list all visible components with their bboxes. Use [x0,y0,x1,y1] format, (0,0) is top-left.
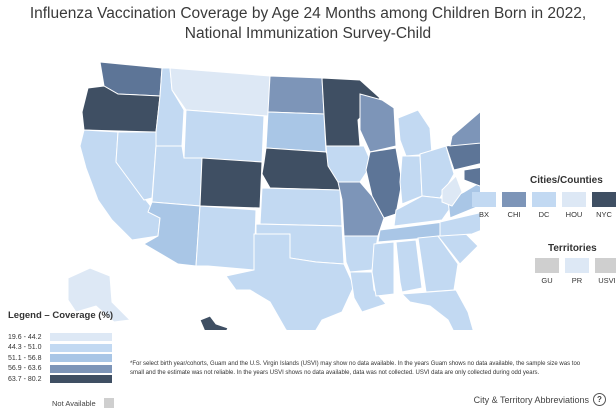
city-label: NYC [596,210,612,219]
city-label: BX [478,210,489,219]
abbreviations-label[interactable]: City & Territory Abbreviations [473,394,589,405]
state-sd[interactable] [265,111,327,153]
state-mt[interactable] [169,67,271,117]
state-ar[interactable] [343,235,379,273]
legend-swatch [50,333,112,342]
legend-label: 51.1 - 56.8 [8,354,42,362]
legend-row: 19.6 - 44.2 [8,332,112,343]
legend-row: 44.3 - 51.0 [8,343,112,354]
city-swatch[interactable] [502,192,526,207]
state-nc[interactable] [439,210,480,237]
city-label: HOU [565,210,583,219]
legend-label: 44.3 - 51.0 [8,344,42,352]
city-chi[interactable]: CHI [502,192,526,219]
legend-label: 63.7 - 80.2 [8,375,42,383]
state-wy[interactable] [183,109,265,163]
state-ks[interactable] [259,187,343,227]
city-label: CHI [507,210,521,219]
state-fl[interactable] [400,289,476,330]
not-available-label: Not Available [52,398,96,408]
state-il[interactable] [365,147,403,219]
territory-label: USVI [598,276,616,285]
city-swatch[interactable] [472,192,496,207]
legend-row: 63.7 - 80.2 [8,374,112,385]
city-swatch[interactable] [592,192,616,207]
city-label: DC [538,210,550,219]
territories-panel-title: Territories [548,243,597,254]
not-available-swatch [103,398,114,408]
city-dc[interactable]: DC [532,192,556,219]
state-nm[interactable] [195,205,257,271]
cities-swatches: BXCHIDCHOUNYCPHI [472,192,616,219]
territory-swatch[interactable] [595,258,616,273]
title-line-1: Influenza Vaccination Coverage by Age 24… [29,5,587,22]
state-wv[interactable] [441,175,463,207]
footnote: *For select birth year/cohorts, Guam and… [130,361,581,376]
territory-pr[interactable]: PR [565,258,589,285]
state-in[interactable] [399,155,423,205]
city-hou[interactable]: HOU [562,192,586,219]
help-icon[interactable]: ? [593,393,606,406]
state-ga[interactable] [417,235,459,293]
state-hi[interactable] [199,315,229,330]
state-ny[interactable] [449,104,480,147]
territories-swatches: GU PR USVI [535,258,616,285]
state-wi[interactable] [359,93,397,153]
legend-swatch [50,364,112,373]
coverage-legend: 19.6 - 44.2 44.3 - 51.0 51.1 - 56.8 56.9 - … [8,332,112,385]
state-ms[interactable] [371,241,395,297]
territory-label: PR [571,276,583,285]
legend-swatch [50,343,112,352]
title-line-2: National Immunization Survey-Child [184,25,432,42]
city-swatch[interactable] [562,192,586,207]
state-nd[interactable] [267,75,325,115]
cities-panel-title: Cities/Counties [530,175,603,186]
territory-swatch[interactable] [565,258,589,273]
legend-label: 19.6 - 44.2 [8,333,42,341]
legend-swatch [50,354,112,363]
city-nyc[interactable]: NYC [592,192,616,219]
legend-row: 56.9 - 63.6 [8,364,112,375]
territory-label: GU [541,276,553,285]
legend-title: Legend – Coverage (%) [8,310,114,321]
us-choropleth-map [67,61,480,330]
state-ak[interactable] [67,267,132,323]
legend-row: 51.1 - 56.8 [8,353,112,364]
state-mo[interactable] [337,181,385,237]
city-swatch[interactable] [532,192,556,207]
state-co[interactable] [199,157,263,209]
abbreviations-link[interactable]: City & Territory Abbreviations ? [474,393,606,406]
city-bx[interactable]: BX [472,192,496,219]
map-title: Influenza Vaccination Coverage by Age 24… [0,4,616,44]
state-md[interactable] [463,166,480,187]
legend-not-available: Not Available [52,398,114,408]
legend-label: 56.9 - 63.6 [8,365,42,373]
territory-swatch[interactable] [535,258,559,273]
territory-usvi[interactable]: USVI [595,258,616,285]
territory-gu[interactable]: GU [535,258,559,285]
legend-swatch [50,375,112,384]
state-tx[interactable] [225,233,355,330]
state-al[interactable] [395,239,423,293]
state-mi[interactable] [397,109,433,157]
